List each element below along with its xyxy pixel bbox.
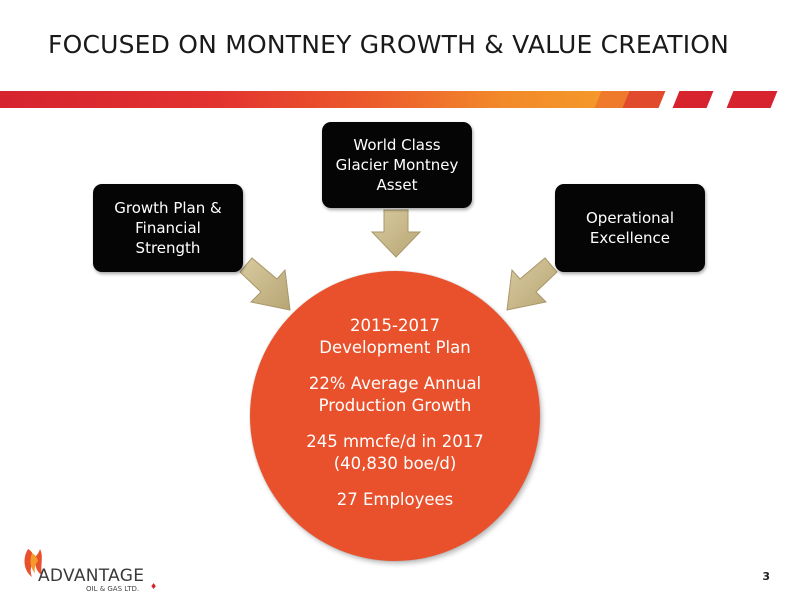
operational-excellence-label: Operational Excellence: [585, 209, 674, 247]
circle-line: 245 mmcfe/d in 2017: [306, 432, 484, 451]
arrow-down-right-icon: [239, 257, 291, 311]
logo-subtitle: OIL & GAS LTD.: [86, 585, 140, 593]
growth-plan-box: Growth Plan & Financial Strength: [93, 184, 243, 272]
circle-line: Development Plan: [319, 338, 471, 357]
growth-plan-label: Growth Plan & Financial Strength: [114, 199, 222, 257]
arrow-down-left-icon: [506, 257, 558, 311]
circle-line: 22% Average Annual: [308, 374, 482, 393]
maple-leaf-icon: ♦: [150, 582, 158, 591]
page-number: 3: [762, 570, 770, 583]
operational-excellence-box: Operational Excellence: [555, 184, 705, 272]
circle-line: Production Growth: [318, 396, 472, 415]
circle-line: 2015-2017: [350, 316, 440, 335]
glacier-asset-label: World Class Glacier Montney Asset: [335, 136, 459, 194]
circle-line: 27 Employees: [336, 490, 454, 509]
slide-title: FOCUSED ON MONTNEY GROWTH & VALUE CREATI…: [48, 30, 730, 59]
glacier-asset-box: World Class Glacier Montney Asset: [322, 122, 472, 208]
arrow-down-icon: [370, 209, 422, 258]
development-plan-circle: 2015-2017 Development Plan 22% Average A…: [250, 271, 540, 561]
logo-wordmark: ADVANTAGE: [38, 566, 145, 586]
advantage-flame-logo-icon: [24, 549, 42, 577]
header-gradient-bar: [0, 91, 612, 108]
circle-line: (40,830 boe/d): [333, 454, 457, 473]
